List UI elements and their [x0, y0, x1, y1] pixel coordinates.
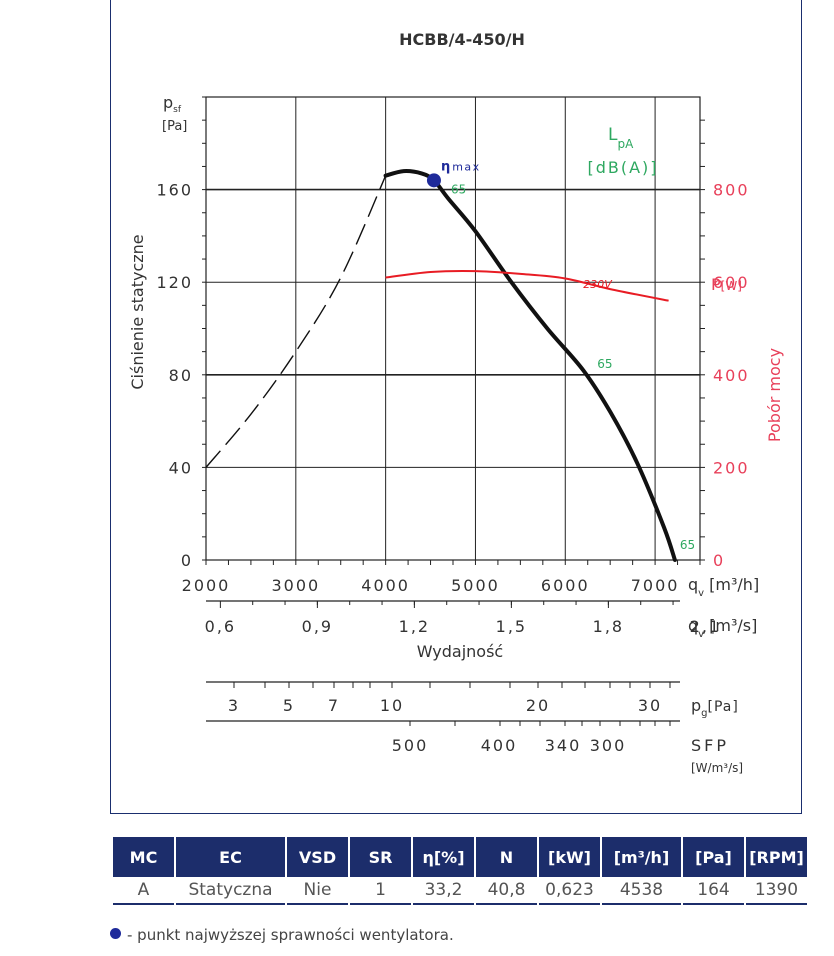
table-cell: 1390 [746, 877, 807, 905]
table-header-cell: [RPM] [746, 837, 807, 877]
max-efficiency-dot-icon [110, 928, 121, 939]
power-series-label: 230V [583, 278, 613, 291]
table-cell: 40,8 [476, 877, 537, 905]
x2-tick-label: 0,9 [302, 617, 333, 636]
chart-frame [110, 0, 802, 814]
fan-curve-chart: HCBB/4-450/H 0 40 80 120 160 0 200 400 600 800 2000… [128, 30, 784, 775]
y2-tick-label: 600 [713, 273, 750, 292]
y2-tick-label: 800 [713, 181, 750, 200]
table-cell: 4538 [602, 877, 681, 905]
sfp-tick-label: 400 [481, 736, 518, 755]
table-header-cell: VSD [287, 837, 348, 877]
footnote-text: - punkt najwyższej sprawności wentylator… [127, 926, 454, 944]
y-tick-label: 0 [181, 551, 193, 570]
sound-value-label: 65 [451, 182, 466, 196]
eta-max-label: η max [441, 159, 481, 174]
sfp-tick-label: 340 [545, 736, 582, 755]
table-cell: 1 [350, 877, 411, 905]
x2-tick-label: 1,5 [496, 617, 527, 636]
x2-tick-label: 0,6 [205, 617, 236, 636]
max-efficiency-point [426, 173, 441, 188]
x2-tick-label: 1,8 [593, 617, 624, 636]
x-axis-unit-s: qv [m³/s] [688, 616, 757, 640]
sound-value-label: 65 [597, 357, 612, 371]
table-cell: Nie [287, 877, 348, 905]
y-tick-label: 80 [169, 366, 193, 385]
y2-axis-title: Pobór mocy [765, 348, 784, 442]
y-axis-title: Ciśnienie statyczne [128, 234, 147, 389]
table-header-cell: SR [350, 837, 411, 877]
pg-tick-label: 20 [526, 696, 550, 715]
table-header-cell: η[%] [413, 837, 474, 877]
x2-tick-label: 2,1 [690, 617, 721, 636]
y2-tick-label: 0 [713, 551, 725, 570]
table-header-cell: [kW] [539, 837, 600, 877]
table-header-cell: N [476, 837, 537, 877]
pg-axis-label: pg[Pa] [691, 696, 739, 719]
x-axis-title: Wydajność [417, 642, 503, 661]
sfp-axis-unit: [W/m³/s] [691, 761, 743, 775]
pg-tick-label: 30 [638, 696, 662, 715]
x-tick-label: 7000 [631, 576, 680, 595]
sfp-tick-label: 500 [392, 736, 429, 755]
table-header-row: MC EC VSD SR η[%] N [kW] [m³/h] [Pa] [RPM] [113, 837, 807, 877]
pg-tick-label: 5 [283, 696, 295, 715]
x-axis-unit-h: qv [m³/h] [688, 575, 759, 599]
table-header-cell: MC [113, 837, 174, 877]
x2-tick-label: 1,2 [399, 617, 430, 636]
y-tick-label: 120 [156, 273, 193, 292]
x-tick-label: 4000 [361, 576, 410, 595]
pressure-curve [383, 169, 677, 562]
sound-level-label: LpA [608, 125, 634, 151]
parameter-table: MC EC VSD SR η[%] N [kW] [m³/h] [Pa] [RPM] A Staty… [111, 837, 809, 905]
sound-value-label: 65 [680, 538, 695, 552]
power-curve-230v [385, 269, 669, 302]
pg-tick-label: 7 [328, 696, 340, 715]
sound-level-unit: [dB(A)] [587, 158, 658, 177]
y2-tick-label: 400 [713, 366, 750, 385]
sfp-axis-label: SFP [691, 736, 729, 755]
table-cell: 0,623 [539, 877, 600, 905]
pg-tick-label: 10 [380, 696, 404, 715]
pressure-curve-unstable [205, 175, 387, 468]
sfp-tick-label: 300 [590, 736, 627, 755]
table-header-cell: [Pa] [683, 837, 744, 877]
pg-tick-label: 3 [228, 696, 240, 715]
y-tick-label: 40 [169, 458, 193, 477]
table-header-cell: [m³/h] [602, 837, 681, 877]
table-cell: Statyczna [176, 877, 285, 905]
table-cell: 33,2 [413, 877, 474, 905]
x-tick-label: 2000 [182, 576, 231, 595]
x-tick-label: 3000 [271, 576, 320, 595]
chart-title: HCBB/4-450/H [399, 30, 525, 49]
y2-tick-label: 200 [713, 458, 750, 477]
y-axis-symbol: psf [163, 93, 182, 115]
x-tick-label: 6000 [541, 576, 590, 595]
y-axis-unit: [Pa] [162, 119, 187, 134]
y-tick-label: 160 [156, 181, 193, 200]
table-header-cell: EC [176, 837, 285, 877]
footnote: - punkt najwyższej sprawności wentylator… [110, 926, 454, 944]
table-row: A Statyczna Nie 1 33,2 40,8 0,623 4538 164 1390 [113, 877, 807, 905]
y2-axis-symbol: P[W] [711, 275, 742, 294]
table-cell: A [113, 877, 174, 905]
table-cell: 164 [683, 877, 744, 905]
x-tick-label: 5000 [451, 576, 500, 595]
